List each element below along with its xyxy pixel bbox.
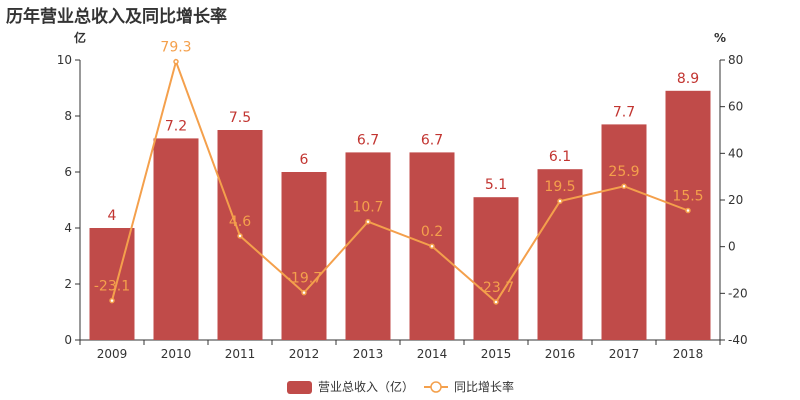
right-tick-label: 20 bbox=[728, 193, 743, 207]
growth-rate-point bbox=[557, 198, 563, 204]
x-tick-label: 2016 bbox=[545, 347, 576, 361]
revenue-bar-label: 6.7 bbox=[357, 132, 379, 148]
growth-rate-point bbox=[685, 207, 691, 214]
left-tick-label: 4 bbox=[64, 221, 72, 235]
growth-rate-label: 79.3 bbox=[160, 40, 191, 56]
revenue-bar bbox=[345, 152, 391, 340]
revenue-bar-label: 6 bbox=[300, 152, 309, 168]
growth-rate-point bbox=[493, 299, 499, 305]
right-tick-label: 80 bbox=[728, 53, 743, 67]
left-tick-label: 10 bbox=[57, 53, 72, 67]
legend-growth-marker bbox=[430, 381, 442, 393]
growth-rate-point bbox=[365, 218, 371, 225]
x-tick-label: 2010 bbox=[161, 347, 192, 361]
revenue-bar-label: 7.7 bbox=[613, 104, 635, 120]
left-tick-label: 2 bbox=[64, 277, 72, 291]
growth-rate-label: 15.5 bbox=[672, 189, 703, 205]
right-axis-unit: % bbox=[714, 31, 726, 45]
revenue-bar-label: 8.9 bbox=[677, 71, 699, 87]
revenue-bar-label: 7.5 bbox=[229, 110, 251, 126]
legend-revenue-label: 营业总收入（亿） bbox=[318, 379, 414, 394]
legend-growth-label: 同比增长率 bbox=[454, 379, 514, 394]
growth-rate-point bbox=[237, 233, 243, 239]
left-tick-label: 8 bbox=[64, 109, 72, 123]
growth-rate-point bbox=[173, 58, 179, 65]
revenue-bar bbox=[281, 172, 327, 340]
right-tick-label: -40 bbox=[728, 333, 748, 347]
x-tick-label: 2013 bbox=[353, 347, 384, 361]
growth-rate-point bbox=[109, 297, 115, 304]
right-tick-label: 60 bbox=[728, 100, 743, 114]
revenue-bar-label: 7.2 bbox=[165, 118, 187, 134]
x-tick-label: 2015 bbox=[481, 347, 512, 361]
x-tick-label: 2011 bbox=[225, 347, 256, 361]
growth-rate-label: -23.1 bbox=[94, 279, 130, 295]
growth-rate-label: 19.5 bbox=[544, 179, 575, 195]
growth-rate-label: -23.7 bbox=[478, 280, 514, 296]
growth-rate-label: -19.7 bbox=[286, 271, 322, 287]
right-tick-label: -20 bbox=[728, 286, 748, 300]
growth-rate-line bbox=[111, 58, 689, 304]
growth-rate-point bbox=[621, 183, 627, 189]
growth-rate-point bbox=[301, 289, 307, 296]
x-tick-label: 2018 bbox=[673, 347, 704, 361]
left-axis-unit: 亿 bbox=[74, 30, 86, 45]
growth-rate-label: 10.7 bbox=[352, 200, 383, 216]
left-tick-label: 0 bbox=[64, 333, 72, 347]
chart-title: 历年营业总收入及同比增长率 bbox=[6, 7, 227, 27]
growth-rate-label: 4.6 bbox=[229, 214, 251, 230]
right-tick-label: 40 bbox=[728, 146, 743, 160]
legend-revenue-swatch bbox=[287, 381, 312, 394]
left-tick-label: 6 bbox=[64, 165, 72, 179]
revenue-bar bbox=[153, 138, 199, 340]
x-tick-label: 2017 bbox=[609, 347, 640, 361]
x-tick-label: 2012 bbox=[289, 347, 320, 361]
x-tick-label: 2014 bbox=[417, 347, 448, 361]
revenue-bar-label: 6.1 bbox=[549, 149, 571, 165]
right-tick-label: 0 bbox=[728, 240, 736, 254]
revenue-bar bbox=[601, 124, 647, 341]
growth-rate-label: 25.9 bbox=[608, 164, 639, 180]
growth-rate-point bbox=[429, 243, 435, 249]
x-tick-label: 2009 bbox=[97, 347, 128, 361]
revenue-bar-label: 4 bbox=[108, 208, 117, 224]
revenue-bar bbox=[665, 90, 711, 340]
revenue-bar bbox=[473, 197, 519, 340]
growth-rate-label: 0.2 bbox=[421, 224, 443, 240]
revenue-bar-label: 5.1 bbox=[485, 177, 507, 193]
revenue-bar-label: 6.7 bbox=[421, 132, 443, 148]
